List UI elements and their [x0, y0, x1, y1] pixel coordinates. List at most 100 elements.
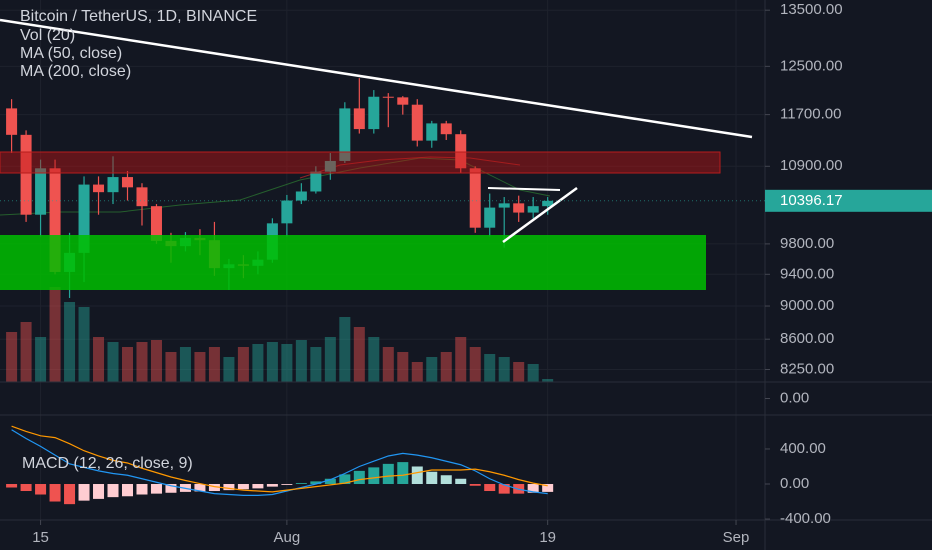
volume-bar: [397, 352, 409, 382]
candle-body: [455, 134, 467, 169]
candle-body: [513, 203, 525, 213]
volume-bar: [20, 322, 32, 382]
macd-histogram-bar: [136, 484, 148, 495]
volume-bar: [223, 357, 235, 382]
candle-body: [368, 96, 380, 130]
volume-bar: [426, 357, 438, 382]
macd-histogram-bar: [165, 484, 177, 493]
candle-body: [6, 108, 18, 135]
candle-body: [107, 177, 119, 193]
x-tick-label: 19: [539, 529, 556, 546]
macd-histogram-bar: [35, 484, 47, 495]
signal-line: [11, 425, 548, 493]
support-zone: [0, 235, 706, 290]
volume-bar: [6, 332, 18, 382]
candle-body: [136, 187, 148, 207]
volume-bar: [93, 337, 105, 382]
volume-bar: [498, 357, 510, 382]
last-price-label: 10396.17: [780, 192, 843, 209]
y-tick-label: 9000.00: [780, 297, 834, 314]
volume-bar: [440, 352, 452, 382]
y-tick-label: 8600.00: [780, 330, 834, 347]
macd-histogram-bar: [455, 478, 467, 485]
volume-bar: [194, 352, 206, 382]
macd-histogram-bar: [527, 484, 539, 493]
macd-histogram-bar: [93, 484, 105, 499]
candle-body: [35, 168, 47, 215]
volume-bar: [237, 347, 249, 382]
candle-body: [411, 104, 423, 141]
volume-bar: [107, 342, 119, 382]
macd-histogram-bar: [411, 466, 423, 485]
volume-bar: [64, 302, 76, 382]
triangle-top: [487, 187, 561, 191]
y-tick-label: 9800.00: [780, 235, 834, 252]
candle-body: [93, 184, 105, 193]
candle-body: [150, 206, 162, 241]
volume-bar: [324, 337, 336, 382]
volume-bar: [165, 352, 177, 382]
volume-layer: [6, 287, 554, 382]
candle-body: [20, 134, 32, 215]
macd-title: MACD (12, 26, close, 9): [22, 455, 193, 472]
volume-bar: [469, 347, 481, 382]
macd-histogram-bar: [6, 484, 18, 488]
macd-histogram-bar: [266, 484, 278, 487]
macd-histogram-bar: [78, 484, 90, 501]
volume-bar: [136, 342, 148, 382]
y-tick-label: 12500.00: [780, 57, 843, 74]
candle-body: [440, 123, 452, 135]
volume-bar: [121, 347, 134, 382]
candle-body: [484, 207, 496, 228]
candle-body: [78, 184, 90, 253]
candle-body: [310, 171, 322, 192]
macd-histogram-bar: [498, 484, 510, 494]
candle-body: [281, 200, 293, 224]
chart-title: Bitcoin / TetherUS, 1D, BINANCE: [20, 8, 257, 25]
candle-body: [397, 97, 409, 105]
macd-line: [11, 429, 548, 496]
macd-histogram-bar: [324, 478, 336, 485]
macd-histogram-bar: [20, 484, 32, 492]
candle-body: [382, 96, 394, 98]
volume-bar: [455, 337, 467, 382]
last-price-box: [765, 189, 932, 212]
volume-bar: [527, 364, 539, 382]
macd-histogram-bar: [426, 471, 438, 485]
indicator-label: Vol (20): [20, 27, 75, 44]
macd-histogram-bar: [252, 484, 264, 489]
macd-histogram-bar: [223, 484, 235, 491]
candle-body: [353, 108, 365, 130]
resistance-zone: [0, 151, 721, 174]
macd-histogram-bar: [484, 484, 496, 492]
candle-body: [426, 123, 438, 141]
volume-bar: [310, 347, 322, 382]
indicator-label: MA (50, close): [20, 45, 122, 62]
volume-bar: [49, 287, 61, 382]
volume-bar: [208, 347, 220, 382]
macd-histogram-bar: [310, 481, 322, 485]
macd-histogram-bar: [469, 484, 481, 486]
macd-histogram-bar: [542, 484, 554, 492]
candle-body: [469, 168, 481, 228]
macd-layer: [6, 425, 554, 505]
volume-bar: [411, 362, 423, 382]
volume-bar: [339, 317, 351, 382]
macd-histogram-bar: [49, 484, 61, 502]
y-tick-label: 0.00: [780, 389, 809, 406]
macd-histogram-bar: [440, 475, 452, 485]
volume-bar: [281, 344, 293, 382]
x-tick-label: Sep: [723, 529, 750, 546]
macd-histogram-bar: [121, 484, 134, 497]
macd-histogram-bar: [237, 484, 249, 490]
volume-bar: [382, 347, 394, 382]
macd-histogram-bar: [194, 484, 206, 492]
y-tick-label: -400.00: [780, 510, 831, 527]
y-tick-label: 9400.00: [780, 265, 834, 282]
candle-body: [295, 191, 307, 201]
candle-body: [49, 168, 61, 272]
macd-histogram-bar: [281, 484, 293, 485]
volume-bar: [542, 379, 554, 382]
y-tick-label: 13500.00: [780, 1, 843, 18]
